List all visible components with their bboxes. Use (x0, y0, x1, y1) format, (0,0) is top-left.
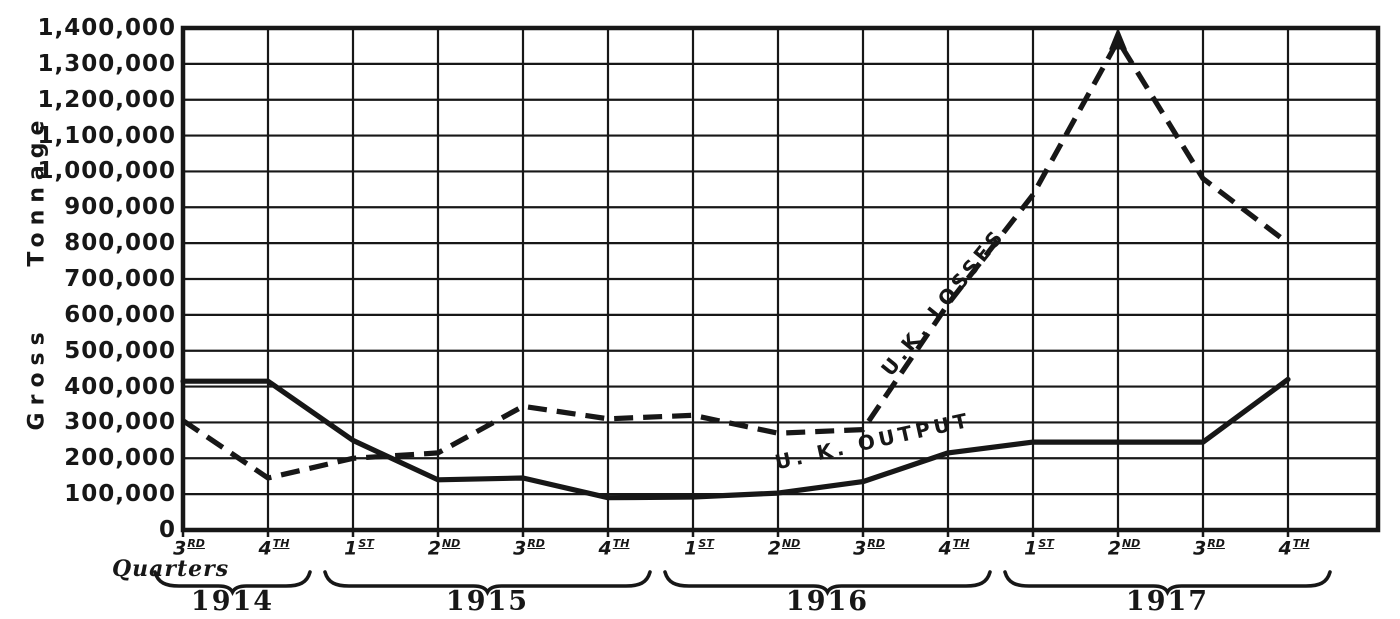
quarter-ordinal-suffix: RD (1207, 537, 1225, 550)
quarter-ordinal-suffix: TH (272, 537, 290, 550)
year-brace (663, 570, 992, 597)
plot-border (180, 25, 1381, 533)
x-tick-label: 4TH (1249, 533, 1339, 559)
year-label: 1917 (1125, 586, 1210, 617)
year-brace (153, 570, 312, 597)
y-tick-label: 1,300,000 (37, 50, 176, 77)
year-brace (1003, 570, 1332, 597)
y-tick-label: 800,000 (64, 230, 176, 257)
quarter-ordinal-suffix: TH (952, 537, 970, 550)
y-tick-label: 1,400,000 (37, 15, 176, 41)
x-axis-ticks (181, 530, 1290, 537)
y-tick-label: 600,000 (64, 301, 176, 328)
quarter-ordinal-suffix: ND (781, 537, 801, 550)
losses-line (181, 37, 1290, 481)
y-tick-label: 0 (158, 517, 176, 543)
quarter-number: 2 (1107, 537, 1121, 560)
x-tick-label: 3RD (1164, 533, 1254, 559)
y-tick-label: 200,000 (64, 445, 176, 472)
x-axis-title: Quarters (112, 556, 230, 582)
quarter-number: 4 (938, 537, 952, 560)
x-tick-label: 1ST (654, 533, 744, 559)
quarter-number: 4 (1278, 537, 1292, 560)
quarter-ordinal-suffix: ND (1121, 537, 1141, 550)
quarter-ordinal-suffix: ST (1038, 537, 1054, 550)
x-tick-label: 4TH (229, 533, 319, 559)
peak-arrowhead (1109, 27, 1127, 50)
quarter-number: 1 (684, 537, 698, 560)
quarter-ordinal-suffix: RD (867, 537, 885, 550)
x-tick-label: 3RD (484, 533, 574, 559)
output-line (180, 376, 1291, 501)
quarter-number: 2 (427, 537, 441, 560)
quarter-number: 3 (173, 537, 187, 560)
quarter-number: 3 (1193, 537, 1207, 560)
quarter-number: 3 (853, 537, 867, 560)
y-tick-label: 700,000 (64, 266, 176, 292)
x-tick-label: 2ND (399, 533, 489, 559)
quarter-ordinal-suffix: ST (358, 537, 374, 550)
y-tick-label: 500,000 (64, 337, 176, 364)
quarter-number: 4 (258, 537, 272, 560)
y-tick-label: 1,200,000 (37, 86, 176, 113)
x-tick-label: 1ST (994, 533, 1084, 559)
quarter-ordinal-suffix: ND (441, 537, 461, 550)
year-label: 1915 (445, 586, 530, 617)
quarter-ordinal-suffix: RD (527, 537, 545, 550)
y-tick-label: 400,000 (64, 373, 176, 400)
quarter-number: 2 (767, 537, 781, 560)
x-tick-label: 2ND (739, 533, 829, 559)
year-label: 1916 (785, 586, 870, 617)
x-tick-label: 2ND (1079, 533, 1169, 559)
quarter-ordinal-suffix: RD (187, 537, 205, 550)
y-tick-label: 300,000 (64, 409, 176, 436)
quarter-ordinal-suffix: ST (698, 537, 714, 550)
y-tick-label: 1,100,000 (37, 122, 176, 149)
x-tick-label: 4TH (909, 533, 999, 559)
quarter-number: 3 (513, 537, 527, 560)
x-tick-label: 4TH (569, 533, 659, 559)
year-label: 1914 (190, 586, 275, 617)
quarter-number: 4 (598, 537, 612, 560)
y-tick-label: 1,000,000 (37, 158, 176, 185)
x-tick-label: 1ST (314, 533, 404, 559)
quarter-ordinal-suffix: TH (1292, 537, 1310, 550)
quarter-ordinal-suffix: TH (612, 537, 630, 550)
x-tick-label: 3RD (824, 533, 914, 559)
x-tick-label: 3RD (144, 533, 234, 559)
quarter-number: 1 (344, 537, 358, 560)
gridlines (181, 26, 1378, 532)
y-tick-label: 100,000 (64, 481, 176, 508)
y-tick-label: 900,000 (64, 194, 176, 221)
quarter-number: 1 (1024, 537, 1038, 560)
year-brace (323, 570, 652, 597)
